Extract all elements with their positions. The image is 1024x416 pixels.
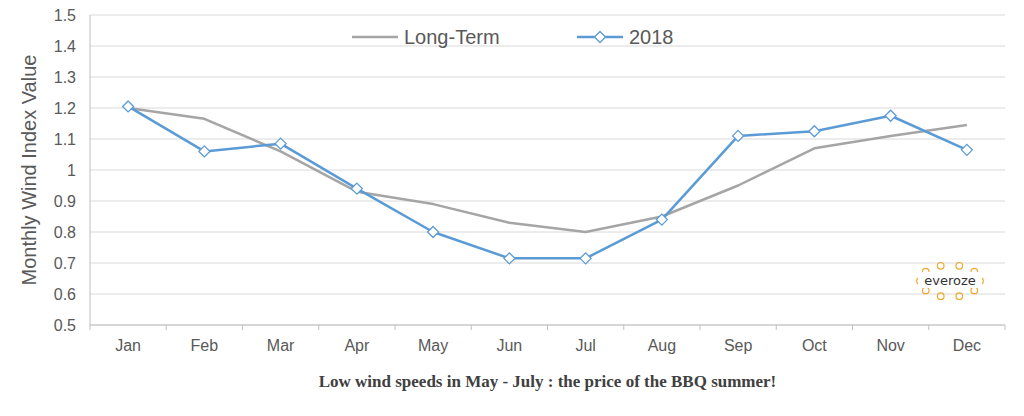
x-tick-label: Mar — [267, 337, 295, 354]
y-tick-label: 1.1 — [54, 131, 76, 148]
grid-line — [90, 201, 1005, 202]
x-tick-label: Dec — [953, 337, 981, 354]
x-tick — [242, 325, 243, 330]
marker — [885, 110, 896, 121]
logo-dot — [956, 262, 963, 269]
y-tick-label: 1.5 — [54, 7, 76, 24]
x-tick — [623, 325, 624, 330]
x-axis-label: Low wind speeds in May - July : the pric… — [319, 372, 777, 391]
x-tick-label: Jul — [575, 337, 595, 354]
marker — [580, 253, 591, 264]
legend-label: Long-Term — [404, 26, 500, 48]
x-tick — [852, 325, 853, 330]
x-tick-label: Jun — [496, 337, 522, 354]
x-tick — [547, 325, 548, 330]
grid-line — [90, 263, 1005, 264]
logo-bg — [918, 272, 982, 288]
x-tick-label: Nov — [876, 337, 904, 354]
x-tick-label: Oct — [802, 337, 827, 354]
marker — [809, 126, 820, 137]
grid-line — [90, 294, 1005, 295]
marker — [656, 214, 667, 225]
x-tick-label: Apr — [344, 337, 370, 354]
logo-dot — [937, 293, 944, 300]
legend-line — [352, 36, 398, 39]
x-tick — [928, 325, 929, 330]
marker — [199, 146, 210, 157]
marker — [351, 183, 362, 194]
logo-dot — [922, 287, 929, 294]
y-axis-label: Monthly Wind Index Value — [18, 55, 40, 286]
x-tick — [90, 325, 91, 330]
x-tick — [395, 325, 396, 330]
x-tick-label: Aug — [648, 337, 676, 354]
x-tick-label: Jan — [115, 337, 141, 354]
y-tick-label: 0.7 — [54, 255, 76, 272]
y-tick-label: 0.9 — [54, 193, 76, 210]
marker — [428, 227, 439, 238]
grid-line — [90, 232, 1005, 233]
logo-dot — [937, 262, 944, 269]
x-tick-label: May — [418, 337, 448, 354]
grid-line — [90, 15, 1005, 16]
y-tick-label: 0.8 — [54, 224, 76, 241]
y-tick-label: 1.3 — [54, 69, 76, 86]
x-tick — [166, 325, 167, 330]
logo-dot — [971, 287, 978, 294]
grid-line — [90, 108, 1005, 109]
series-line — [128, 106, 967, 258]
logo-dot — [956, 293, 963, 300]
plot-area — [123, 101, 973, 264]
x-tick — [1005, 325, 1006, 330]
marker — [733, 130, 744, 141]
x-tick-label: Sep — [724, 337, 753, 354]
y-axis — [90, 15, 91, 325]
y-tick-label: 1 — [67, 162, 76, 179]
y-tick-label: 1.4 — [54, 38, 76, 55]
chart: 0.5 0.6 0.7 0.8 0.9 1 1.1 1.2 1.3 1.4 1.5 Jan Feb Mar… — [0, 0, 1024, 416]
logo: everoze — [917, 262, 984, 299]
x-tick — [776, 325, 777, 330]
grid-line — [90, 170, 1005, 171]
x-tick-label: Feb — [191, 337, 219, 354]
x-tick — [471, 325, 472, 330]
marker — [595, 32, 606, 43]
marker — [504, 253, 515, 264]
y-tick-label: 0.6 — [54, 286, 76, 303]
y-tick-label: 0.5 — [54, 317, 76, 334]
logo-text: everoze — [924, 273, 976, 288]
x-tick — [318, 325, 319, 330]
marker — [275, 138, 286, 149]
y-tick-label: 1.2 — [54, 100, 76, 117]
marker — [123, 101, 134, 112]
grid-line — [90, 46, 1005, 47]
legend-label: 2018 — [629, 26, 674, 48]
grid-line — [90, 77, 1005, 78]
x-tick — [700, 325, 701, 330]
marker — [961, 144, 972, 155]
